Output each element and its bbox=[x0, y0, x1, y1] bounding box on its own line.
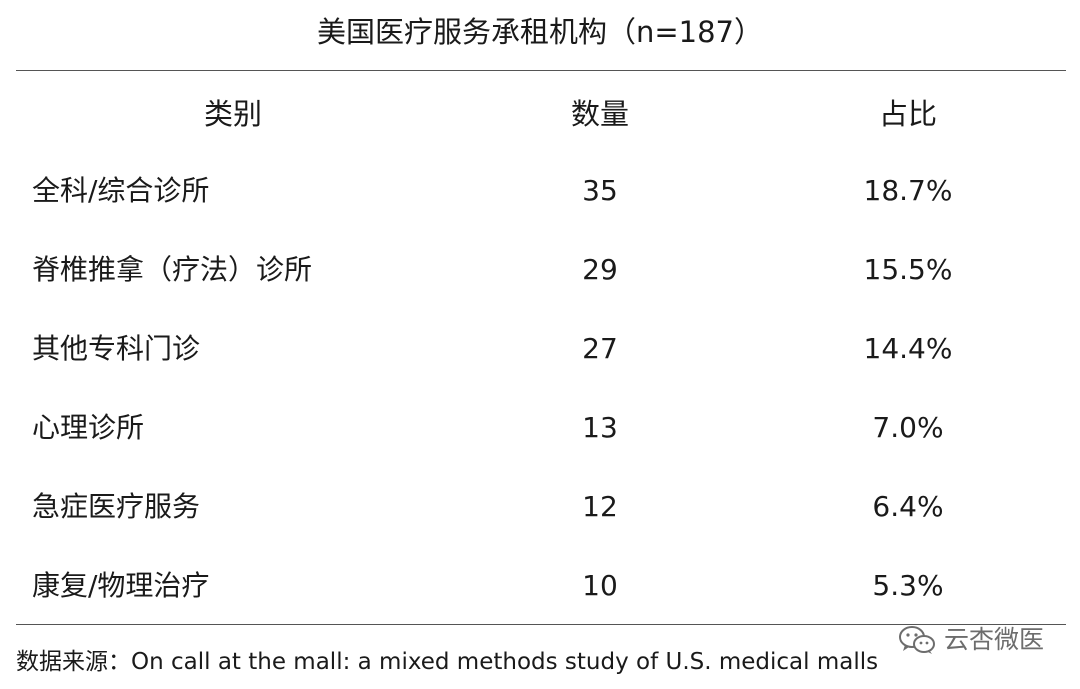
row-share: 14.4% bbox=[863, 332, 953, 365]
brand-watermark: 云杏微医 bbox=[898, 622, 1044, 658]
bottom-rule bbox=[16, 624, 1066, 625]
row-count: 12 bbox=[582, 490, 618, 523]
source-note: 数据来源：On call at the mall: a mixed method… bbox=[16, 649, 879, 675]
header-count: 数量 bbox=[570, 97, 629, 131]
top-rule bbox=[16, 70, 1066, 71]
header-share: 占比 bbox=[878, 97, 937, 131]
table-row: 康复/物理治疗 10 5.3% bbox=[0, 566, 1080, 606]
table-row: 急症医疗服务 12 6.4% bbox=[0, 487, 1080, 527]
wechat-icon bbox=[898, 625, 936, 655]
table-row: 脊椎推拿（疗法）诊所 29 15.5% bbox=[0, 250, 1080, 290]
table-row: 其他专科门诊 27 14.4% bbox=[0, 329, 1080, 369]
row-share: 5.3% bbox=[872, 569, 944, 602]
row-count: 35 bbox=[582, 174, 618, 207]
row-share: 18.7% bbox=[863, 174, 953, 207]
table-title: 美国医疗服务承租机构（n=187） bbox=[316, 15, 764, 49]
brand-name: 云杏微医 bbox=[943, 625, 1044, 654]
table-row: 心理诊所 13 7.0% bbox=[0, 408, 1080, 448]
row-category: 脊椎推拿（疗法）诊所 bbox=[32, 253, 313, 286]
row-category: 康复/物理治疗 bbox=[32, 569, 210, 602]
row-count: 10 bbox=[582, 569, 618, 602]
row-category: 急症医疗服务 bbox=[32, 490, 201, 523]
header-category: 类别 bbox=[203, 97, 262, 131]
row-count: 13 bbox=[582, 411, 618, 444]
row-share: 6.4% bbox=[872, 490, 944, 523]
row-count: 29 bbox=[582, 253, 618, 286]
row-category: 心理诊所 bbox=[32, 411, 145, 444]
row-share: 15.5% bbox=[863, 253, 953, 286]
row-category: 其他专科门诊 bbox=[32, 332, 201, 365]
row-share: 7.0% bbox=[872, 411, 944, 444]
table-row: 全科/综合诊所 35 18.7% bbox=[0, 171, 1080, 211]
row-count: 27 bbox=[582, 332, 618, 365]
row-category: 全科/综合诊所 bbox=[32, 174, 210, 207]
